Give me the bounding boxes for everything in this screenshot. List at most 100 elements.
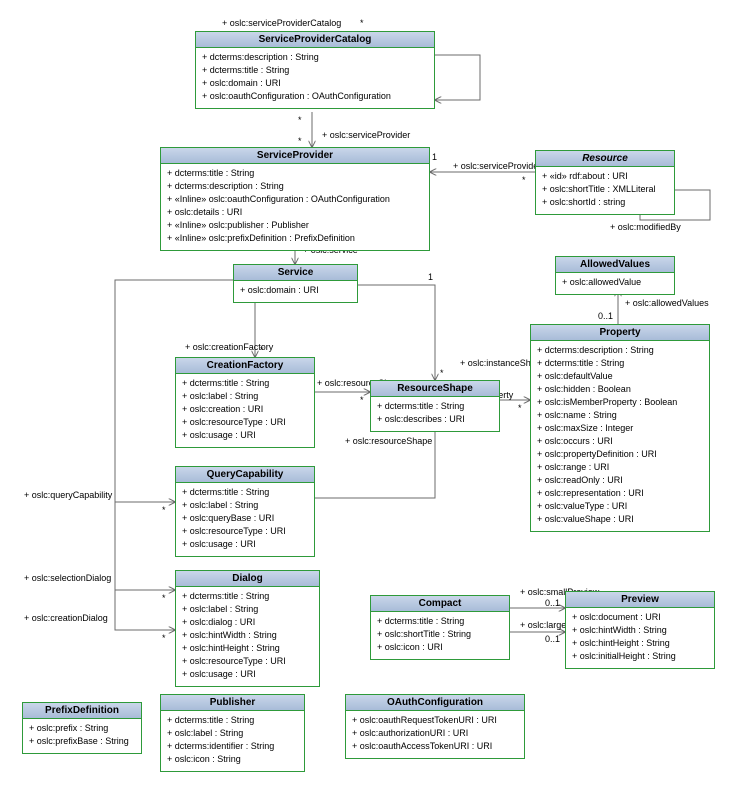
class-attr: + oslc:details : URI [167,206,423,219]
class-title: Service [234,265,357,281]
class-attr: + oslc:representation : URI [537,487,703,500]
class-allowedvalues: AllowedValues+ oslc:allowedValue [555,256,675,295]
class-attrs: + dcterms:description : String+ dcterms:… [531,341,709,531]
class-attr: + oslc:shortTitle : String [377,628,503,641]
class-attr: + dcterms:description : String [537,344,703,357]
class-attr: + oslc:creation : URI [182,403,308,416]
class-title: ServiceProviderCatalog [196,32,434,48]
class-attrs: + dcterms:title : String+ dcterms:descri… [161,164,429,250]
class-attr: + oslc:resourceType : URI [182,525,308,538]
class-attr: + oslc:resourceType : URI [182,416,308,429]
lbl-res-sp-m1: * [522,175,526,185]
lbl-svc-sel: + oslc:selectionDialog [24,573,111,583]
class-attr: + oslc:queryBase : URI [182,512,308,525]
class-attrs: + dcterms:title : String+ oslc:describes… [371,397,499,431]
class-attr: + «id» rdf:about : URI [542,170,668,183]
class-attr: + oslc:hintWidth : String [572,624,708,637]
lbl-prop-av-m: 0..1 [598,311,613,321]
class-attr: + oslc:label : String [167,727,298,740]
class-title: AllowedValues [556,257,674,273]
class-attrs: + «id» rdf:about : URI+ oslc:shortTitle … [536,167,674,214]
class-attr: + oslc:oauthAccessTokenURI : URI [352,740,518,753]
lbl-spc-self-m: * [360,18,364,28]
class-serviceprovidercatalog: ServiceProviderCatalog+ dcterms:descript… [195,31,435,109]
class-attr: + oslc:readOnly : URI [537,474,703,487]
class-attrs: + dcterms:title : String+ oslc:label : S… [176,587,319,686]
class-attrs: + oslc:prefix : String+ oslc:prefixBase … [23,719,141,753]
class-attrs: + oslc:domain : URI [234,281,357,302]
class-attr: + oslc:label : String [182,390,308,403]
class-attr: + oslc:resourceType : URI [182,655,313,668]
lbl-svc-rs-m1: 1 [428,272,433,282]
lbl-spc-sp: + oslc:serviceProvider [322,130,410,140]
class-attr: + dcterms:title : String [537,357,703,370]
class-resourceshape: ResourceShape+ dcterms:title : String+ o… [370,380,500,432]
class-serviceprovider: ServiceProvider+ dcterms:title : String+… [160,147,430,251]
class-creationfactory: CreationFactory+ dcterms:title : String+… [175,357,315,448]
class-attr: + oslc:valueType : URI [537,500,703,513]
lbl-spc-sp-m1: * [298,115,302,125]
class-title: ServiceProvider [161,148,429,164]
class-attr: + oslc:range : URI [537,461,703,474]
class-title: Preview [566,592,714,608]
class-attr: + dcterms:title : String [167,714,298,727]
class-attr: + oslc:maxSize : Integer [537,422,703,435]
class-attr: + oslc:label : String [182,603,313,616]
class-attrs: + oslc:document : URI+ oslc:hintWidth : … [566,608,714,668]
class-title: QueryCapability [176,467,314,483]
class-publisher: Publisher+ dcterms:title : String+ oslc:… [160,694,305,772]
lbl-cmp-pv2-m: 0..1 [545,634,560,644]
class-service: Service+ oslc:domain : URI [233,264,358,303]
class-attr: + oslc:describes : URI [377,413,493,426]
lbl-qc-rs: + oslc:resourceShape [345,436,432,446]
class-attr: + dcterms:title : String [167,167,423,180]
class-attr: + «Inline» oslc:prefixDefinition : Prefi… [167,232,423,245]
lbl-svc-qc-m: * [162,505,166,515]
class-attr: + oslc:defaultValue [537,370,703,383]
class-attrs: + oslc:oauthRequestTokenURI : URI + oslc:… [346,711,524,758]
class-attrs: + dcterms:title : String+ oslc:shortTitl… [371,612,509,659]
class-title: Compact [371,596,509,612]
class-property: Property+ dcterms:description : String+ … [530,324,710,532]
lbl-svc-cf-m: * [260,345,264,355]
class-attr: + oslc:prefixBase : String [29,735,135,748]
lbl-res-sp-m2: 1 [432,152,437,162]
class-attr: + dcterms:title : String [202,64,428,77]
lbl-rs-prop-m: * [518,403,522,413]
class-attr: + oslc:hintHeight : String [182,642,313,655]
class-attr: + oslc:propertyDefinition : URI [537,448,703,461]
class-oauthconfiguration: OAuthConfiguration+ oslc:oauthRequestTok… [345,694,525,759]
lbl-prop-av: + oslc:allowedValues [625,298,709,308]
class-attrs: + dcterms:title : String+ oslc:label : S… [176,374,314,447]
lbl-cf-rs-m: * [360,395,364,405]
class-attr: + oslc:icon : String [167,753,298,766]
class-attr: + dcterms:description : String [202,51,428,64]
class-attrs: + dcterms:title : String+ oslc:label : S… [161,711,304,771]
class-preview: Preview+ oslc:document : URI+ oslc:hintW… [565,591,715,669]
class-attr: + oslc:document : URI [572,611,708,624]
class-attr: + oslc:isMemberProperty : Boolean [537,396,703,409]
class-title: Publisher [161,695,304,711]
lbl-svc-cd-m: * [162,633,166,643]
lbl-svc-qc: + oslc:queryCapability [24,490,112,500]
class-attr: + oslc:valueShape : URI [537,513,703,526]
class-attr: + dcterms:title : String [182,590,313,603]
class-title: Dialog [176,571,319,587]
class-attr: + dcterms:title : String [377,400,493,413]
class-attrs: + dcterms:description : String+ dcterms:… [196,48,434,108]
lbl-svc-cd: + oslc:creationDialog [24,613,108,623]
class-attr: + oslc:oauthRequestTokenURI : URI [352,714,518,727]
class-attr: + oslc:hintHeight : String [572,637,708,650]
class-attr: + dcterms:identifier : String [167,740,298,753]
class-attr: + oslc:hintWidth : String [182,629,313,642]
class-attr: + oslc:prefix : String [29,722,135,735]
class-resource: Resource+ «id» rdf:about : URI+ oslc:sho… [535,150,675,215]
class-title: Property [531,325,709,341]
class-attr: + oslc:occurs : URI [537,435,703,448]
class-attr: + oslc:name : String [537,409,703,422]
lbl-svc-rs-m2: * [440,368,444,378]
class-title: Resource [536,151,674,167]
lbl-res-mod: + oslc:modifiedBy [610,222,681,232]
diagram-canvas: + oslc:serviceProviderCatalog * + oslc:s… [0,0,735,787]
class-title: PrefixDefinition [23,703,141,719]
